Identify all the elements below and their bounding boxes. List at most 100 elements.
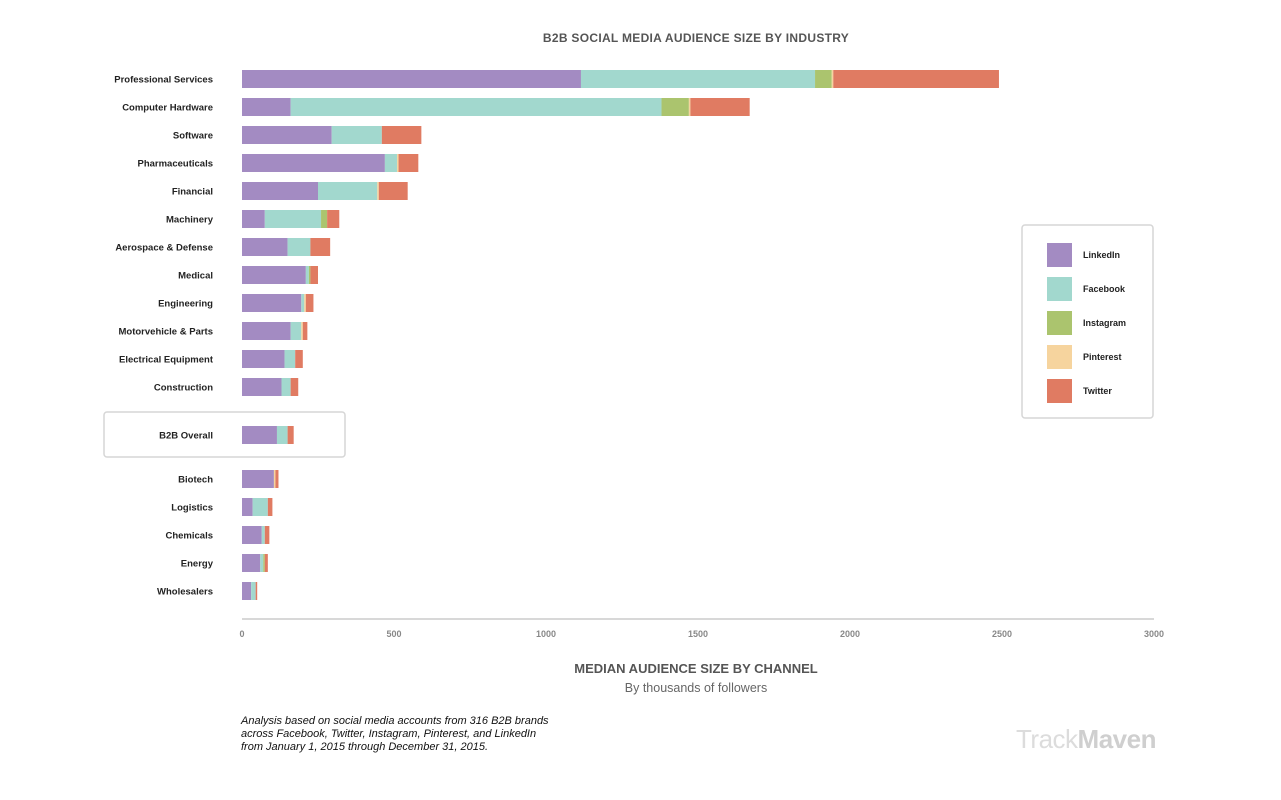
x-tick-label-2000: 2000 [840, 629, 860, 639]
legend-label-pinterest: Pinterest [1083, 352, 1122, 362]
bar-pharmaceuticals-pinterest [397, 154, 399, 172]
trackmaven-logo: TrackMaven [1016, 724, 1156, 755]
bar-energy-linkedin [242, 554, 261, 572]
bar-financial-facebook [318, 182, 378, 200]
bar-motorvehicle-and-parts-twitter [302, 322, 308, 340]
footnote: Analysis based on social media accounts … [241, 715, 549, 753]
bar-professional-services-twitter [833, 70, 999, 88]
bar-professional-services-linkedin [242, 70, 581, 88]
bar-medical-linkedin [242, 266, 306, 284]
x-axis-label: MEDIAN AUDIENCE SIZE BY CHANNEL [574, 661, 817, 676]
category-labels: Professional Services Computer Hardware So… [114, 75, 214, 598]
bar-chemicals-twitter [264, 526, 270, 544]
logo-maven-text: Maven [1077, 724, 1157, 754]
bar-pharmaceuticals-linkedin [242, 154, 385, 172]
legend-swatch-facebook [1047, 277, 1072, 301]
bar-construction-twitter [290, 378, 299, 396]
bar-computer-hardware-twitter [690, 98, 750, 116]
bar-machinery-instagram [321, 210, 328, 228]
x-axis-ticks: 0 500 1000 1500 2000 2500 3000 [239, 629, 1164, 639]
category-label-biotech: Biotech [178, 475, 213, 486]
category-label-construction: Construction [154, 383, 213, 394]
bar-computer-hardware-instagram [661, 98, 689, 116]
legend-label-facebook: Facebook [1083, 284, 1126, 294]
bar-electrical-equipment-linkedin [242, 350, 285, 368]
category-label-professional-services: Professional Services [114, 75, 213, 86]
bar-financial-pinterest [377, 182, 379, 200]
x-tick-label-2500: 2500 [992, 629, 1012, 639]
category-label-financial: Financial [172, 187, 213, 198]
bar-machinery-twitter [327, 210, 340, 228]
bar-motorvehicle-and-parts-linkedin [242, 322, 291, 340]
bar-aerospace-and-defense-twitter [310, 238, 331, 256]
legend: LinkedIn Facebook Instagram Pinterest Twitte… [1021, 224, 1154, 419]
legend-swatch-instagram [1047, 311, 1072, 335]
category-label-pharmaceuticals: Pharmaceuticals [137, 159, 213, 170]
category-label-energy: Energy [181, 559, 214, 570]
bar-biotech-twitter [275, 470, 279, 488]
category-label-aerospace-and-defense: Aerospace & Defense [115, 243, 213, 254]
bar-software-facebook [331, 126, 382, 144]
bar-professional-services-pinterest [831, 70, 834, 88]
bar-financial-linkedin [242, 182, 318, 200]
bar-logistics-facebook [252, 498, 268, 516]
bar-energy-facebook [260, 554, 264, 572]
x-axis-sublabel: By thousands of followers [625, 681, 767, 695]
category-label-computer-hardware: Computer Hardware [122, 103, 213, 114]
legend-swatch-twitter [1047, 379, 1072, 403]
bar-financial-twitter [378, 182, 408, 200]
logo-track-text: Track [1016, 724, 1078, 754]
category-label-logistics: Logistics [171, 503, 213, 514]
bar-machinery-facebook [264, 210, 322, 228]
x-tick-label-1000: 1000 [536, 629, 556, 639]
bar-wholesalers-facebook [251, 582, 256, 600]
bar-electrical-equipment-facebook [284, 350, 296, 368]
bar-construction-facebook [281, 378, 291, 396]
bar-pharmaceuticals-twitter [398, 154, 419, 172]
legend-swatch-linkedin [1047, 243, 1072, 267]
bar-medical-instagram [308, 266, 311, 284]
bar-motorvehicle-and-parts-pinterest [301, 322, 303, 340]
bar-professional-services-facebook [580, 70, 816, 88]
bar-b2b-overall-twitter [287, 426, 294, 444]
bar-engineering-linkedin [242, 294, 302, 312]
bar-engineering-twitter [305, 294, 314, 312]
bar-logistics-twitter [267, 498, 273, 516]
bar-engineering-pinterest [304, 294, 306, 312]
category-label-electrical-equipment: Electrical Equipment [119, 355, 214, 366]
bar-medical-twitter [310, 266, 318, 284]
x-tick-label-500: 500 [386, 629, 401, 639]
category-label-engineering: Engineering [158, 299, 213, 310]
category-label-motorvehicle-and-parts: Motorvehicle & Parts [119, 327, 214, 338]
bar-aerospace-and-defense-facebook [287, 238, 311, 256]
category-label-wholesalers: Wholesalers [157, 587, 213, 598]
bar-wholesalers-twitter [255, 582, 258, 600]
legend-swatch-pinterest [1047, 345, 1072, 369]
bar-software-twitter [381, 126, 422, 144]
bar-electrical-equipment-twitter [295, 350, 303, 368]
bar-b2b-overall-linkedin [242, 426, 277, 444]
bar-engineering-facebook [301, 294, 305, 312]
b2b-overall-highlight-box [103, 411, 346, 458]
legend-label-twitter: Twitter [1083, 386, 1112, 396]
bar-motorvehicle-and-parts-facebook [290, 322, 302, 340]
bar-biotech-linkedin [242, 470, 274, 488]
bar-energy-twitter [264, 554, 268, 572]
category-label-medical: Medical [178, 271, 213, 282]
bar-professional-services-instagram [815, 70, 832, 88]
chart-title: B2B SOCIAL MEDIA AUDIENCE SIZE BY INDUST… [543, 31, 849, 45]
bar-machinery-linkedin [242, 210, 265, 228]
bar-chemicals-facebook [261, 526, 265, 544]
bar-chemicals-linkedin [242, 526, 262, 544]
category-label-software: Software [173, 131, 213, 142]
x-tick-label-1500: 1500 [688, 629, 708, 639]
bar-computer-hardware-linkedin [242, 98, 291, 116]
legend-label-instagram: Instagram [1083, 318, 1126, 328]
bar-pharmaceuticals-facebook [384, 154, 398, 172]
bar-b2b-overall-facebook [276, 426, 288, 444]
bar-medical-facebook [305, 266, 309, 284]
x-tick-label-3000: 3000 [1144, 629, 1164, 639]
category-label-chemicals: Chemicals [165, 531, 213, 542]
x-tick-label-0: 0 [239, 629, 244, 639]
bar-energy-instagram [263, 554, 265, 572]
